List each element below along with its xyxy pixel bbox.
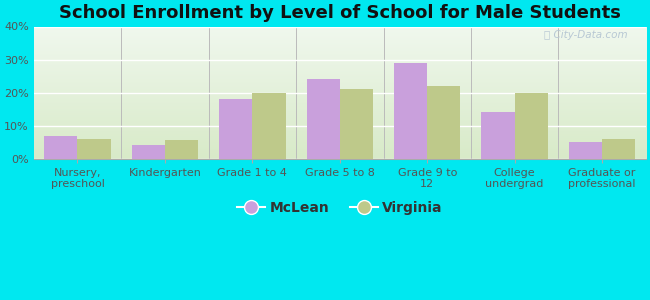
Legend: McLean, Virginia: McLean, Virginia <box>232 195 448 220</box>
Bar <box>569 142 602 159</box>
Bar <box>307 80 340 159</box>
Bar <box>394 63 427 159</box>
Bar <box>482 112 515 159</box>
Bar <box>252 93 285 159</box>
Bar <box>77 139 110 159</box>
Bar <box>219 99 252 159</box>
Bar <box>515 93 548 159</box>
Bar <box>340 89 373 159</box>
Title: School Enrollment by Level of School for Male Students: School Enrollment by Level of School for… <box>59 4 621 22</box>
Bar <box>602 139 635 159</box>
Bar <box>44 136 77 159</box>
Bar <box>427 86 460 159</box>
Text: ⓘ City-Data.com: ⓘ City-Data.com <box>544 31 627 40</box>
Bar <box>132 146 165 159</box>
Bar <box>165 140 198 159</box>
